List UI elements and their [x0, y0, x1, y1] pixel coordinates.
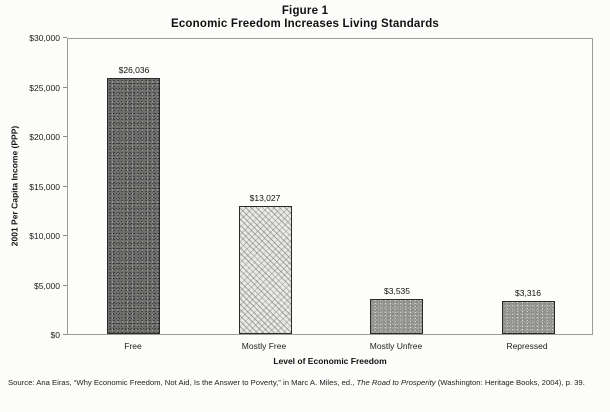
source-text: Source: Ana Eiras, “Why Economic Freedom… — [8, 378, 357, 387]
y-tick-label: $30,000 — [29, 33, 60, 43]
x-category-label: Repressed — [506, 341, 548, 351]
y-tick-mark — [63, 235, 67, 236]
y-tick-mark — [63, 136, 67, 137]
y-tick-label: $25,000 — [29, 82, 60, 93]
bar-value-label: $26,036 — [118, 65, 150, 75]
y-tick-label: $0 — [50, 330, 60, 340]
y-tick-mark — [63, 37, 67, 38]
x-category-label: Mostly Unfree — [369, 341, 423, 351]
y-tick-mark — [63, 86, 67, 88]
bar-value-label: $13,027 — [249, 193, 281, 203]
figure-number: Figure 1 — [281, 5, 329, 17]
y-tick-label: $20,000 — [29, 132, 60, 142]
bar — [107, 78, 160, 334]
bar — [370, 299, 423, 334]
bar-value-label: $3,535 — [384, 286, 410, 296]
y-tick-label: $15,000 — [29, 181, 60, 192]
x-category-label: Free — [124, 341, 142, 351]
bar — [502, 301, 555, 334]
x-axis-title: Level of Economic Freedom — [273, 356, 387, 366]
y-tick-label: $5,000 — [34, 280, 60, 291]
x-category-label: Mostly Free — [241, 341, 287, 351]
y-tick-mark — [63, 185, 67, 187]
source-text-suffix: (Washington: Heritage Books, 2004), p. 3… — [435, 378, 585, 387]
bar-value-label: $3,316 — [515, 288, 541, 298]
chart-title: Economic Freedom Increases Living Standa… — [170, 18, 440, 30]
y-tick-label: $10,000 — [29, 231, 60, 241]
plot-area: $26,036 $13,027 $3,535 $3,316 — [67, 38, 593, 335]
source-book-title: The Road to Prosperity — [356, 378, 436, 387]
y-tick-mark — [63, 284, 67, 286]
source-note: Source: Ana Eiras, “Why Economic Freedom… — [8, 378, 590, 388]
y-tick-mark — [63, 334, 67, 335]
bar — [239, 206, 292, 334]
